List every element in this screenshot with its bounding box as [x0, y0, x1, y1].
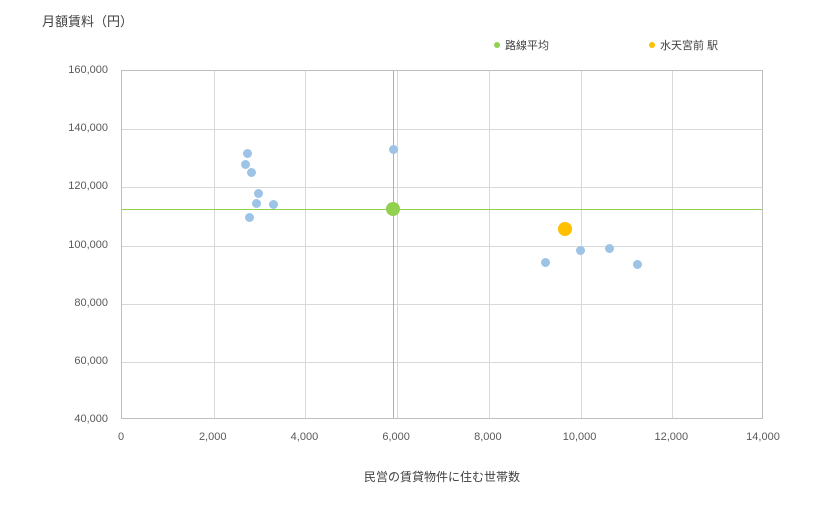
x-axis-tick-label: 4,000	[290, 431, 319, 443]
suitengumae-point[interactable]	[557, 222, 572, 237]
x-axis-tick-label: 2,000	[198, 431, 227, 443]
y-axis-tick-label: 120,000	[68, 180, 108, 193]
station-point[interactable]	[388, 145, 398, 155]
y-gridline	[122, 245, 762, 247]
route-average-point[interactable]	[385, 202, 400, 217]
station-point[interactable]	[269, 199, 279, 209]
x-axis-title: 民営の賃貸物件に住む世帯数	[363, 470, 520, 484]
y-gridline	[122, 129, 762, 131]
station-point[interactable]	[244, 213, 254, 223]
x-axis-tick-label: 10,000	[562, 431, 597, 443]
route-average-dot-icon	[494, 42, 500, 48]
y-axis-tick-label: 140,000	[68, 122, 108, 135]
station-point[interactable]	[540, 257, 550, 267]
legend-item-suitengumae[interactable]: 水天宮前 駅	[649, 37, 718, 53]
station-point[interactable]	[243, 148, 253, 158]
station-point[interactable]	[253, 188, 263, 198]
y-axis-tick-label: 160,000	[68, 64, 108, 76]
station-point[interactable]	[605, 244, 615, 254]
x-gridline	[397, 71, 399, 418]
suitengumae-dot-icon	[649, 42, 655, 48]
station-point[interactable]	[247, 168, 257, 178]
x-gridline	[305, 71, 307, 418]
y-axis-tick-label: 100,000	[68, 238, 108, 251]
legend-item-route-average[interactable]: 路線平均	[494, 37, 549, 53]
x-gridline	[580, 71, 582, 418]
legend-label-suitengumae: 水天宮前 駅	[660, 40, 719, 52]
route-average-vertical-line	[392, 71, 394, 418]
y-gridline	[122, 303, 762, 305]
x-axis-tick-label: 14,000	[746, 431, 780, 443]
x-axis-tick-label: 8,000	[474, 431, 502, 443]
x-gridline	[488, 71, 490, 418]
y-gridline	[122, 187, 762, 189]
x-axis-tick-label: 0	[117, 431, 125, 443]
y-axis-tick-label: 60,000	[74, 354, 108, 367]
y-axis-title: 月額賃料（円）	[42, 14, 134, 29]
station-point[interactable]	[240, 159, 250, 169]
route-average-horizontal-line	[122, 209, 762, 211]
x-axis-tick-label: 6,000	[382, 431, 410, 443]
y-axis-tick-label: 40,000	[74, 413, 108, 425]
x-gridline	[672, 71, 674, 418]
x-axis-tick-label: 12,000	[654, 431, 689, 443]
legend-label-route-average: 路線平均	[505, 40, 549, 52]
plot-area	[121, 70, 763, 419]
station-point[interactable]	[252, 198, 262, 208]
station-point[interactable]	[632, 260, 642, 270]
station-point[interactable]	[576, 245, 586, 255]
x-gridline	[213, 71, 215, 418]
y-gridline	[122, 361, 762, 363]
y-axis-tick-label: 80,000	[74, 296, 108, 309]
